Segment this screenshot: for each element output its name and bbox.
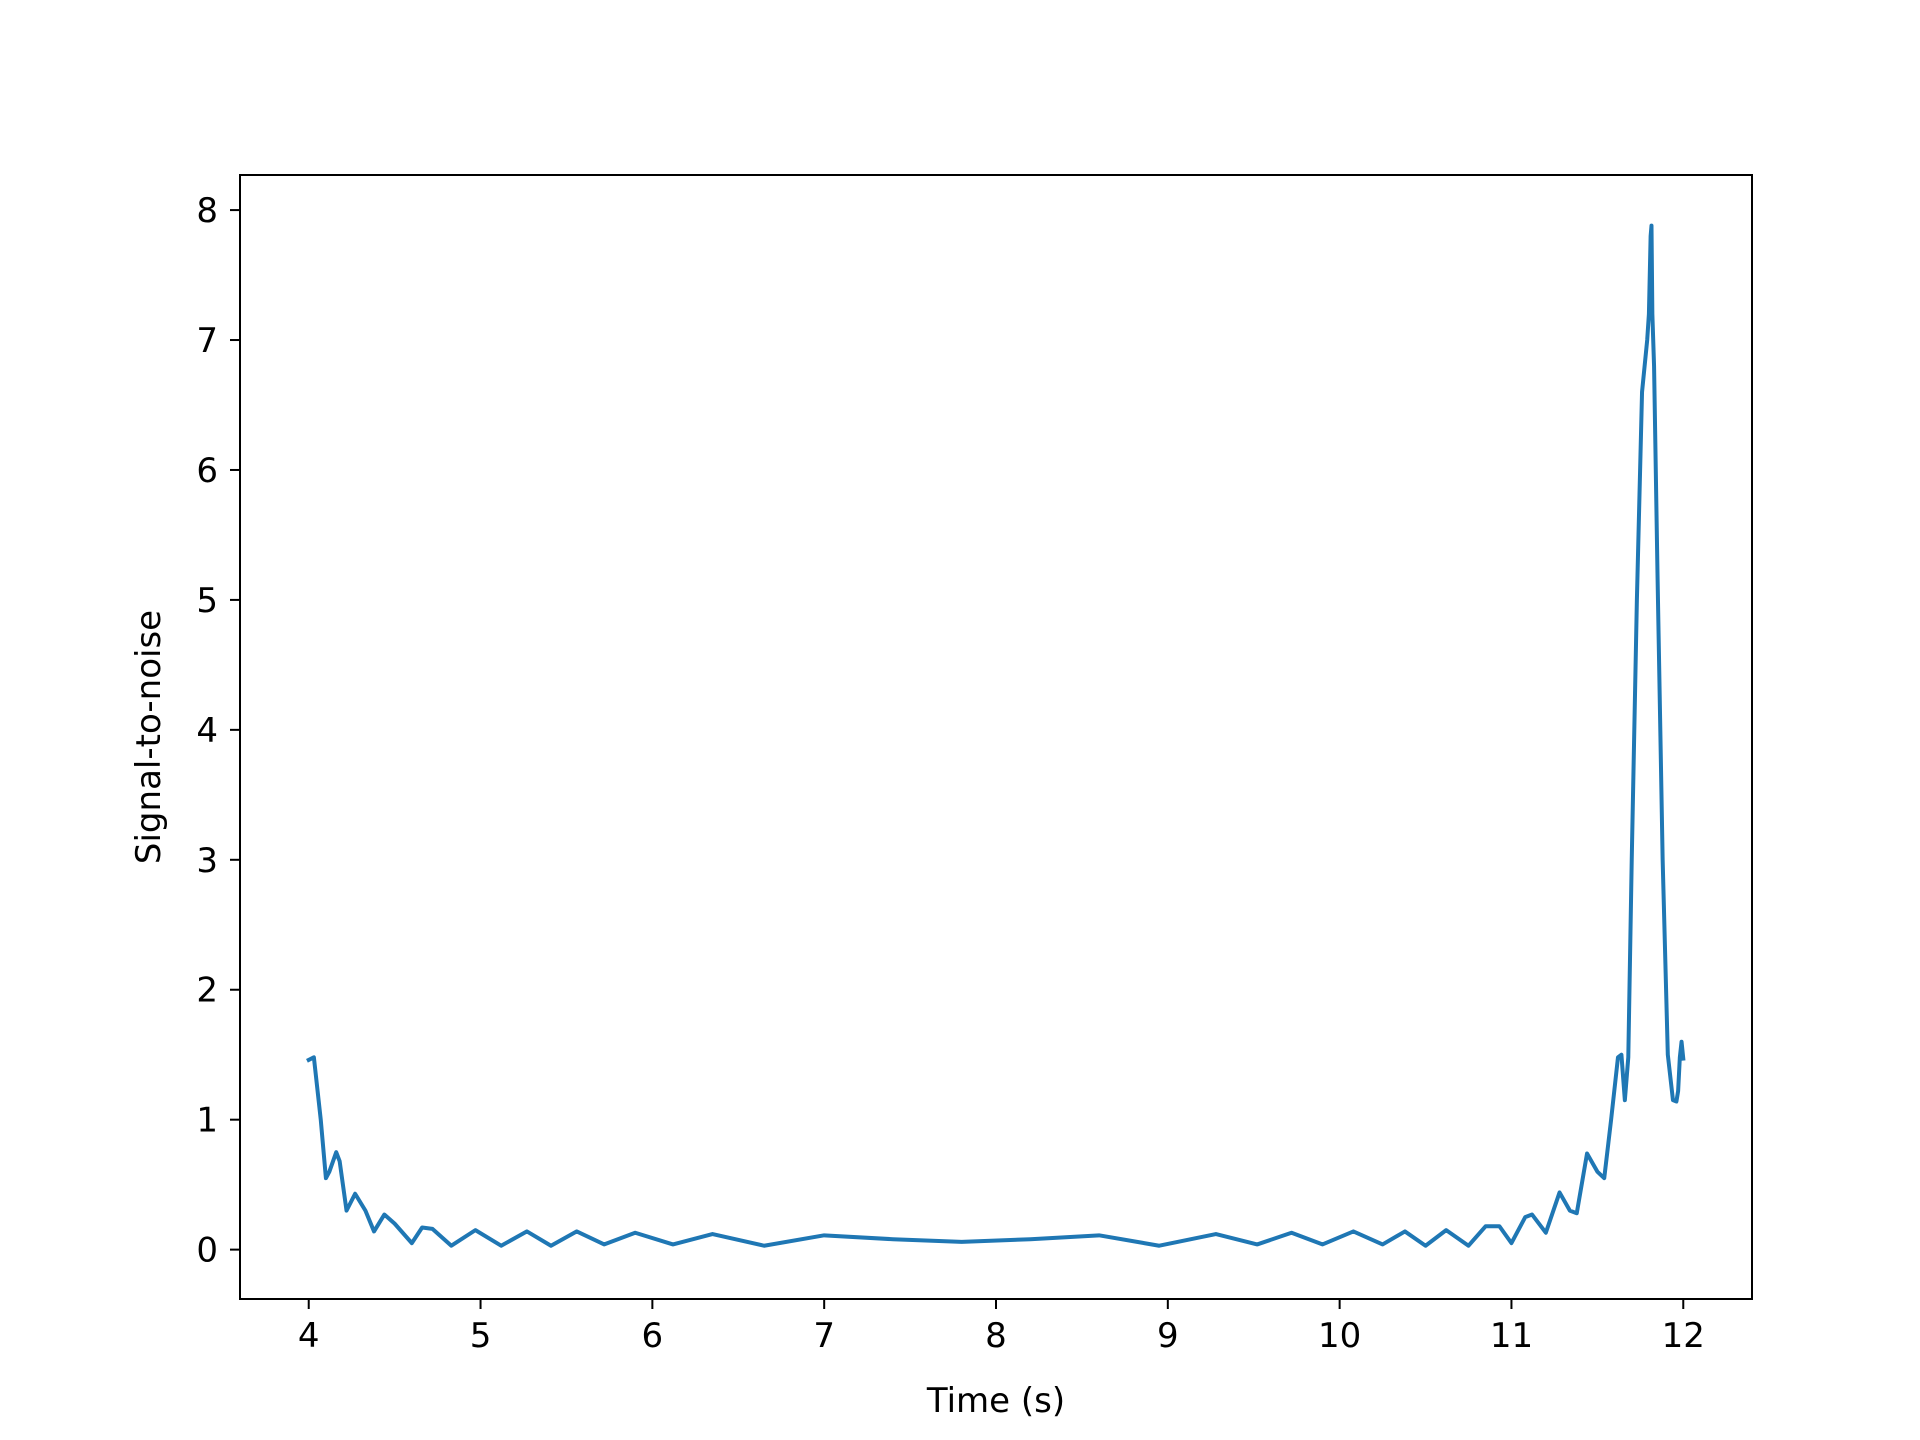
series-layer: [306, 223, 1686, 1248]
y-tick-label: 5: [196, 581, 218, 621]
x-tick-label: 5: [470, 1316, 492, 1356]
y-tick-label: 7: [196, 321, 218, 361]
x-tick-label: 10: [1318, 1316, 1361, 1356]
y-tick-label: 2: [196, 971, 218, 1011]
x-axis-label: Time (s): [926, 1381, 1065, 1421]
x-tick-label: 7: [813, 1316, 835, 1356]
y-tick-label: 4: [196, 711, 218, 751]
y-tick-label: 6: [196, 451, 218, 491]
x-axis: 4 5 6 7 8 9 10 11 12: [298, 1299, 1705, 1356]
y-tick-label: 8: [196, 191, 218, 231]
y-axis: 0 1 2 3 4 5 6 7 8: [196, 191, 240, 1271]
x-tick-label: 11: [1490, 1316, 1533, 1356]
y-axis-label: Signal-to-noise: [129, 610, 169, 864]
x-tick-label: 12: [1662, 1316, 1705, 1356]
y-tick-label: 3: [196, 841, 218, 881]
x-tick-label: 4: [298, 1316, 320, 1356]
y-tick-label: 0: [196, 1231, 218, 1271]
x-tick-label: 8: [985, 1316, 1007, 1356]
x-tick-label: 6: [642, 1316, 664, 1356]
series-line: [306, 223, 1686, 1248]
y-tick-label: 1: [196, 1101, 218, 1141]
x-tick-label: 9: [1157, 1316, 1179, 1356]
